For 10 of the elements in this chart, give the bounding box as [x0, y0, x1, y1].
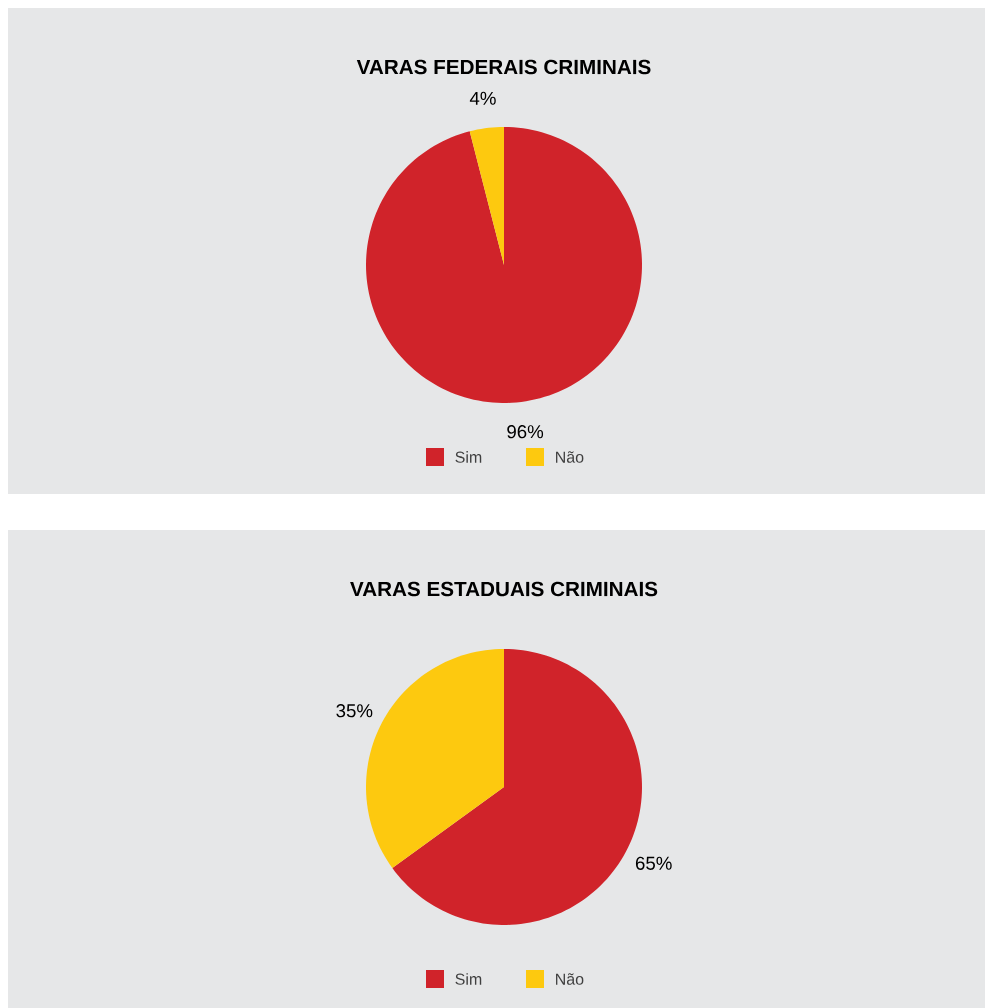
data-label: 96% [507, 425, 544, 439]
legend-label: Não [556, 973, 584, 985]
data-label: 4% [469, 91, 496, 105]
data-label: 35% [336, 704, 373, 718]
legend-label: Sim [455, 973, 482, 985]
legend-label: Não [556, 451, 584, 463]
chart-title: VARAS FEDERAIS CRIMINAIS [356, 59, 651, 75]
data-label: 65% [635, 856, 672, 870]
chart-title: VARAS ESTADUAIS CRIMINAIS [350, 581, 658, 597]
legend-label: Sim [455, 451, 482, 463]
